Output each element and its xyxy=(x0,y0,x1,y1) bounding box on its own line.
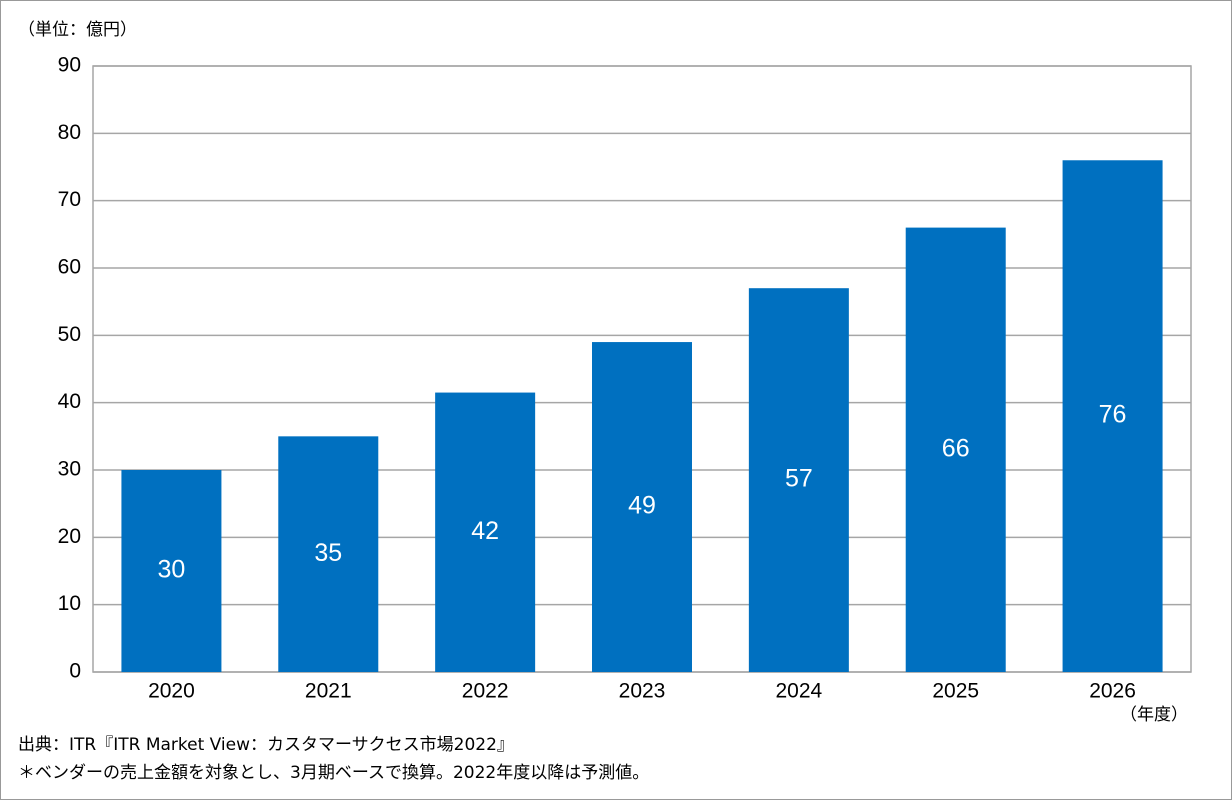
y-axis-unit: （単位：億円） xyxy=(18,20,137,40)
bar xyxy=(748,288,849,672)
bar xyxy=(121,470,222,672)
bar xyxy=(1062,160,1163,672)
footnote: ＊ベンダーの売上金額を対象とし、3月期ベースで換算。2022年度以降は予測値。 xyxy=(18,763,649,783)
value-label: 35 xyxy=(314,539,342,567)
value-label: 42 xyxy=(471,517,499,545)
bar xyxy=(278,436,379,672)
y-tick-label: 60 xyxy=(58,256,81,279)
y-tick-label: 40 xyxy=(58,390,81,413)
source-note: 出典：ITR『ITR Market View：カスタマーサクセス市場2022』 xyxy=(18,735,514,755)
x-tick-label: 2026 xyxy=(1089,680,1136,703)
y-tick-label: 30 xyxy=(58,458,81,481)
value-label: 76 xyxy=(1099,401,1127,429)
y-tick-label: 80 xyxy=(58,121,81,144)
y-tick-label: 90 xyxy=(58,54,81,77)
value-label: 49 xyxy=(628,492,656,520)
y-tick-label: 10 xyxy=(58,592,81,615)
y-tick-label: 20 xyxy=(58,525,81,548)
x-tick-label: 2024 xyxy=(775,680,822,703)
bar xyxy=(592,342,692,672)
x-tick-label: 2023 xyxy=(619,680,666,703)
x-tick-label: 2022 xyxy=(462,680,509,703)
x-tick-label: 2020 xyxy=(148,680,195,703)
x-axis-unit: （年度） xyxy=(1120,705,1188,725)
y-tick-label: 0 xyxy=(69,660,81,683)
x-tick-label: 2021 xyxy=(305,680,352,703)
value-label: 57 xyxy=(785,465,813,493)
y-tick-label: 50 xyxy=(58,323,81,346)
y-tick-label: 70 xyxy=(58,188,81,211)
bar xyxy=(905,227,1006,672)
value-label: 30 xyxy=(158,556,186,584)
x-tick-label: 2025 xyxy=(932,680,979,703)
value-label: 66 xyxy=(942,434,970,462)
bar xyxy=(435,392,536,672)
